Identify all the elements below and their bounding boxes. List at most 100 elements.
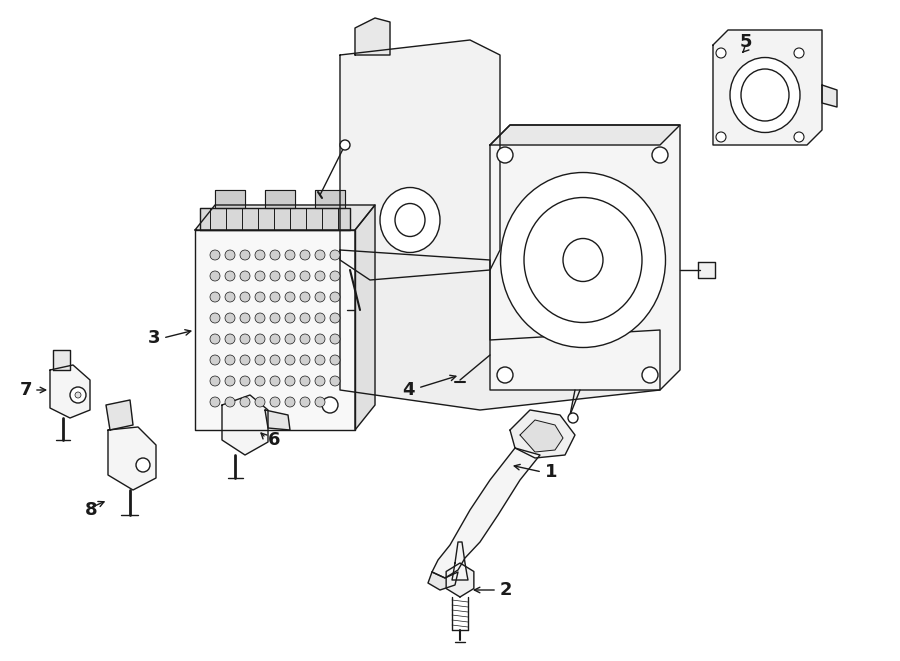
Ellipse shape	[500, 173, 665, 348]
Polygon shape	[713, 30, 822, 145]
Circle shape	[285, 355, 295, 365]
Ellipse shape	[380, 188, 440, 253]
Polygon shape	[490, 125, 680, 145]
Polygon shape	[520, 420, 563, 452]
Polygon shape	[698, 262, 715, 278]
Polygon shape	[432, 448, 540, 578]
Circle shape	[255, 376, 265, 386]
Polygon shape	[452, 542, 468, 580]
Circle shape	[240, 250, 250, 260]
Circle shape	[255, 355, 265, 365]
Circle shape	[136, 458, 150, 472]
Polygon shape	[195, 205, 375, 230]
Circle shape	[300, 334, 310, 344]
Circle shape	[240, 355, 250, 365]
Circle shape	[330, 376, 340, 386]
Circle shape	[652, 147, 668, 163]
Circle shape	[285, 271, 295, 281]
Circle shape	[642, 367, 658, 383]
Polygon shape	[510, 410, 575, 458]
Circle shape	[210, 355, 220, 365]
Circle shape	[300, 271, 310, 281]
Circle shape	[497, 367, 513, 383]
Circle shape	[225, 250, 235, 260]
Circle shape	[225, 313, 235, 323]
Circle shape	[315, 397, 325, 407]
Text: 1: 1	[545, 463, 557, 481]
Circle shape	[225, 271, 235, 281]
Circle shape	[210, 397, 220, 407]
Polygon shape	[108, 427, 156, 490]
Circle shape	[497, 147, 513, 163]
Circle shape	[240, 376, 250, 386]
Polygon shape	[50, 365, 90, 418]
Circle shape	[210, 271, 220, 281]
Circle shape	[225, 376, 235, 386]
Circle shape	[285, 292, 295, 302]
Circle shape	[315, 292, 325, 302]
Circle shape	[240, 292, 250, 302]
Circle shape	[340, 140, 350, 150]
Polygon shape	[106, 400, 133, 430]
Circle shape	[794, 132, 804, 142]
Polygon shape	[822, 85, 837, 107]
Circle shape	[568, 413, 578, 423]
Text: 7: 7	[20, 381, 32, 399]
Circle shape	[300, 292, 310, 302]
Polygon shape	[340, 40, 500, 280]
Polygon shape	[222, 395, 268, 455]
Text: 4: 4	[402, 381, 415, 399]
Circle shape	[255, 250, 265, 260]
Polygon shape	[428, 572, 458, 590]
Circle shape	[225, 292, 235, 302]
Circle shape	[270, 313, 280, 323]
Circle shape	[210, 250, 220, 260]
Circle shape	[315, 313, 325, 323]
Circle shape	[285, 334, 295, 344]
Polygon shape	[265, 190, 295, 208]
Circle shape	[270, 397, 280, 407]
Circle shape	[240, 313, 250, 323]
Circle shape	[225, 355, 235, 365]
Circle shape	[300, 397, 310, 407]
Circle shape	[330, 271, 340, 281]
Circle shape	[255, 271, 265, 281]
Polygon shape	[490, 125, 680, 390]
Polygon shape	[355, 205, 375, 430]
Circle shape	[716, 48, 726, 58]
Polygon shape	[315, 190, 345, 208]
Circle shape	[285, 376, 295, 386]
Circle shape	[300, 250, 310, 260]
Circle shape	[300, 313, 310, 323]
Circle shape	[210, 334, 220, 344]
Circle shape	[300, 376, 310, 386]
Circle shape	[270, 250, 280, 260]
Circle shape	[716, 132, 726, 142]
Circle shape	[270, 334, 280, 344]
Circle shape	[240, 334, 250, 344]
Circle shape	[300, 355, 310, 365]
Circle shape	[330, 292, 340, 302]
Text: 6: 6	[268, 431, 281, 449]
Circle shape	[330, 250, 340, 260]
Circle shape	[330, 334, 340, 344]
Circle shape	[315, 334, 325, 344]
Circle shape	[315, 250, 325, 260]
Polygon shape	[195, 230, 355, 430]
Circle shape	[285, 250, 295, 260]
Text: 8: 8	[85, 501, 97, 519]
Circle shape	[255, 292, 265, 302]
Text: 2: 2	[500, 581, 512, 599]
Circle shape	[330, 355, 340, 365]
Circle shape	[70, 387, 86, 403]
Circle shape	[285, 313, 295, 323]
Circle shape	[270, 292, 280, 302]
Circle shape	[255, 397, 265, 407]
Circle shape	[322, 397, 338, 413]
Circle shape	[270, 271, 280, 281]
Circle shape	[210, 376, 220, 386]
Text: 5: 5	[740, 33, 752, 51]
Polygon shape	[446, 563, 474, 597]
Polygon shape	[200, 208, 350, 230]
Polygon shape	[265, 410, 290, 430]
